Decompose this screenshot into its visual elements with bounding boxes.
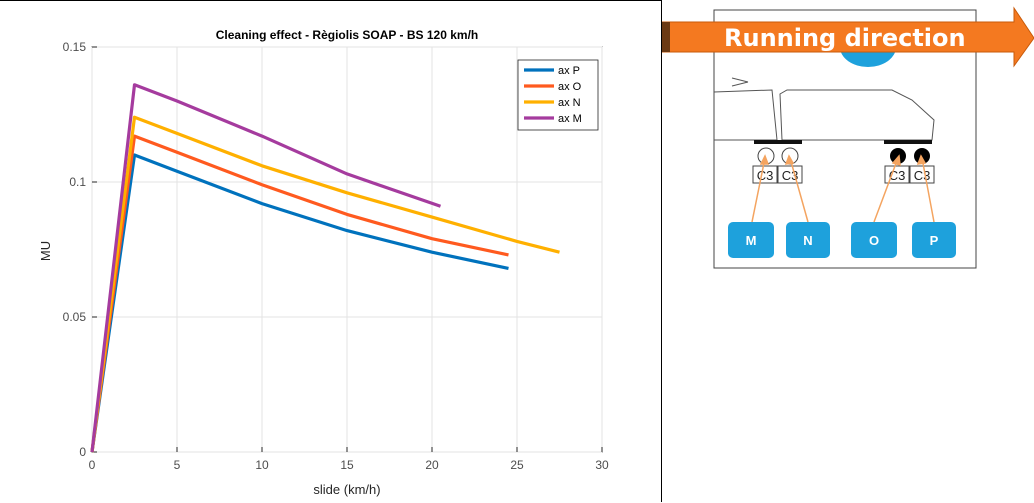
- bogie-left: [754, 140, 802, 144]
- legend-entry: ax P: [558, 65, 580, 77]
- legend-entry: ax M: [558, 113, 582, 125]
- axle-button-o-label: O: [869, 233, 879, 248]
- y-axis-label: MU: [38, 241, 53, 261]
- pantograph: [731, 77, 749, 83]
- chart-title: Cleaning effect - Règiolis SOAP - BS 120…: [216, 28, 479, 42]
- series-line-ax-m: [90, 83, 442, 453]
- c3-label-p: C3: [914, 168, 931, 183]
- series-line-ax-o: [90, 134, 509, 453]
- arrow-p: [921, 157, 935, 223]
- x-tick-label: 0: [89, 458, 96, 472]
- y-tick-label: 0.15: [63, 40, 87, 54]
- x-tick-label: 30: [595, 458, 609, 472]
- arrow-m: [751, 157, 766, 223]
- arrow-n: [789, 157, 809, 223]
- banner-edge: [662, 22, 670, 52]
- pantograph-arm: [731, 81, 749, 87]
- arrow-o: [873, 157, 899, 223]
- x-tick-label: 20: [425, 458, 439, 472]
- wheel-o: [890, 148, 906, 164]
- arrowhead-p: [916, 154, 927, 165]
- axle-button-p[interactable]: P: [912, 222, 956, 258]
- axle-button-m-label: M: [746, 233, 757, 248]
- axle-button-m[interactable]: M: [728, 222, 774, 258]
- train-diagram: Running direction C3 C3 C3: [662, 6, 1034, 269]
- banner-text: Running direction: [724, 24, 966, 52]
- legend-entry: ax O: [558, 81, 582, 93]
- running-direction-banner: Running direction: [662, 6, 1034, 68]
- bogie-right: [884, 140, 932, 144]
- tick-labels: 0 5 10 15 20 25 30 0 0.05 0.1 0.15: [63, 40, 609, 472]
- train-car-left: [713, 89, 778, 141]
- legend: ax P ax O ax N ax M: [517, 59, 599, 131]
- axle-button-n-label: N: [803, 233, 812, 248]
- pointer-arrows: [751, 154, 935, 223]
- c3-box-p: C3: [909, 165, 935, 184]
- grid: [91, 46, 603, 453]
- train-sketch: [713, 77, 935, 141]
- c3-box-m: C3: [752, 165, 778, 184]
- y-tick-label: 0: [79, 445, 86, 459]
- x-tick-label: 15: [340, 458, 354, 472]
- train-car-right: [779, 89, 935, 141]
- legend-entry: ax N: [558, 97, 581, 109]
- banner-arrow-shape: [662, 6, 1034, 68]
- arrowhead-m: [759, 154, 770, 165]
- series-lines: [90, 83, 560, 453]
- c3-label-m: C3: [757, 168, 774, 183]
- chart-panel: 0 5 10 15 20 25 30 0 0.05 0.1 0.15 Cleaning effect…: [0, 0, 662, 502]
- arrowhead-n: [784, 154, 795, 165]
- c3-box-o: C3: [884, 165, 910, 184]
- series-line-ax-p: [90, 153, 509, 453]
- y-tick-label: 0.05: [63, 310, 87, 324]
- series-line-ax-n: [90, 115, 560, 453]
- arrowhead-o: [891, 154, 901, 167]
- c3-box-n: C3: [777, 165, 803, 184]
- axle-button-p-label: P: [930, 233, 939, 248]
- line-chart: 0 5 10 15 20 25 30 0 0.05 0.1 0.15 Cleaning effect…: [38, 28, 609, 497]
- axle-button-n[interactable]: N: [786, 222, 830, 258]
- train-diagram-panel: Running direction C3 C3 C3: [662, 0, 1034, 300]
- wheel-p: [914, 148, 930, 164]
- x-axis-label: slide (km/h): [313, 482, 380, 497]
- x-tick-label: 25: [510, 458, 524, 472]
- x-tick-label: 10: [255, 458, 269, 472]
- x-tick-label: 5: [174, 458, 181, 472]
- y-tick-label: 0.1: [69, 175, 86, 189]
- axle-button-o[interactable]: O: [851, 222, 897, 258]
